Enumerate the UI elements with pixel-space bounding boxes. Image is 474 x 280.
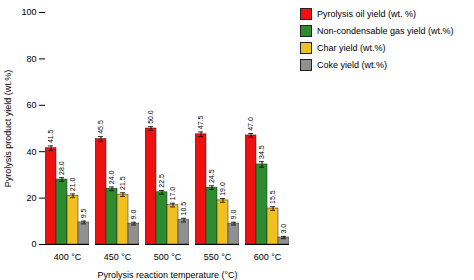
svg-text:550 °C: 550 °C — [204, 252, 232, 262]
html-text:Non-condensable gas yield (wt.: Non-condensable gas yield (wt.%) — [317, 26, 454, 36]
svg-text:100: 100 — [21, 7, 36, 17]
svg-text:400 °C: 400 °C — [54, 252, 82, 262]
svg-text:47.0: 47.0 — [247, 117, 254, 131]
html-text:Coke yield (wt.%): Coke yield (wt.%) — [317, 60, 387, 70]
svg-text:9.0: 9.0 — [230, 210, 237, 220]
svg-text:41.5: 41.5 — [47, 129, 54, 143]
svg-text:15.5: 15.5 — [269, 190, 276, 204]
svg-text:60: 60 — [26, 100, 36, 110]
svg-text:40: 40 — [26, 147, 36, 157]
svg-text:24.0: 24.0 — [108, 170, 115, 184]
svg-text:450 °C: 450 °C — [104, 252, 132, 262]
svg-text:21.0: 21.0 — [69, 177, 76, 191]
svg-text:Pyrolysis product yield (wt.%): Pyrolysis product yield (wt.%) — [3, 70, 13, 188]
svg-text:500 °C: 500 °C — [154, 252, 182, 262]
svg-text:600 °C: 600 °C — [254, 252, 282, 262]
svg-text:0: 0 — [31, 239, 36, 249]
svg-text:9.5: 9.5 — [80, 208, 87, 218]
svg-text:17.0: 17.0 — [169, 187, 176, 201]
svg-text:24.5: 24.5 — [208, 169, 215, 183]
svg-text:21.5: 21.5 — [119, 176, 126, 190]
svg-text:9.0: 9.0 — [130, 210, 137, 220]
html-text:Char yield (wt.%): Char yield (wt.%) — [317, 43, 386, 53]
svg-text:28.0: 28.0 — [58, 161, 65, 175]
svg-text:19.0: 19.0 — [219, 182, 226, 196]
svg-text:Pyrolysis reaction temperature: Pyrolysis reaction temperature (°C) — [97, 270, 237, 280]
svg-text:22.5: 22.5 — [158, 174, 165, 188]
svg-text:47.5: 47.5 — [197, 115, 204, 129]
svg-text:3.0: 3.0 — [280, 224, 287, 234]
html-text:Pyrolysis oil yield (wt. %): Pyrolysis oil yield (wt. %) — [317, 9, 416, 19]
svg-text:10.5: 10.5 — [180, 202, 187, 216]
svg-text:80: 80 — [26, 54, 36, 64]
svg-text:50.0: 50.0 — [147, 110, 154, 124]
svg-text:45.5: 45.5 — [97, 120, 104, 134]
svg-text:20: 20 — [26, 193, 36, 203]
svg-text:34.5: 34.5 — [258, 145, 265, 159]
